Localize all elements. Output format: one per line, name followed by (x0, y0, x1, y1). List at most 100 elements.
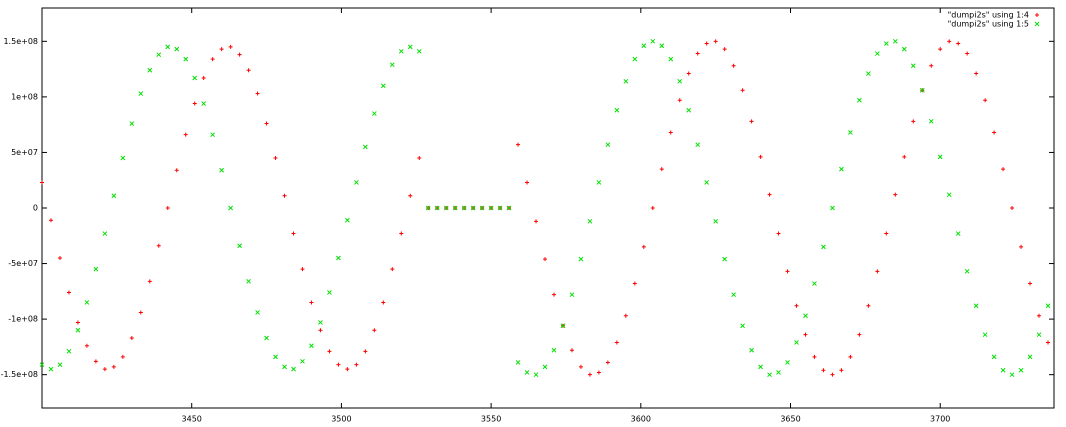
point (605, 142, 611, 148)
point (543, 257, 548, 262)
point (883, 41, 889, 46)
x-tick-label: 3600 (631, 415, 651, 424)
point (237, 52, 242, 57)
point (524, 370, 530, 375)
point (174, 168, 179, 173)
point (120, 155, 126, 161)
point (560, 323, 566, 329)
point (704, 180, 710, 185)
point (291, 366, 296, 372)
point (874, 51, 880, 56)
point (812, 281, 817, 286)
point (839, 368, 844, 373)
point (982, 332, 988, 338)
point (623, 78, 629, 84)
point (973, 303, 979, 309)
point (641, 43, 647, 49)
point (363, 349, 368, 354)
point (1045, 303, 1051, 309)
point (965, 51, 970, 56)
point (201, 76, 206, 80)
point (848, 354, 853, 359)
point (677, 98, 682, 103)
plot-border (41, 7, 1055, 409)
point (461, 205, 467, 211)
point (731, 63, 736, 68)
point (767, 372, 772, 378)
point (596, 370, 601, 375)
point (650, 206, 655, 210)
point (938, 47, 943, 52)
point (174, 46, 180, 52)
point (40, 180, 44, 185)
point (138, 310, 143, 315)
point (228, 44, 233, 49)
point (246, 278, 251, 284)
point (479, 205, 485, 211)
point (848, 130, 853, 135)
point (39, 362, 45, 368)
point (273, 156, 278, 160)
point (937, 154, 943, 160)
x-tick-label: 3450 (182, 415, 202, 424)
point (48, 366, 54, 372)
point (650, 38, 656, 44)
point (183, 56, 189, 62)
point (363, 144, 368, 150)
point (1027, 354, 1033, 360)
point (389, 62, 395, 68)
point (1019, 244, 1024, 249)
point (776, 231, 781, 236)
point (641, 244, 646, 249)
point (228, 205, 233, 211)
point (345, 367, 350, 372)
point (300, 267, 305, 272)
point (857, 332, 862, 337)
point (390, 267, 395, 272)
point (1000, 367, 1006, 373)
point (147, 67, 153, 73)
point (102, 367, 107, 372)
point (686, 71, 691, 76)
point (237, 243, 242, 249)
point (740, 88, 745, 93)
y-tick-label: 1e+08 (11, 92, 38, 101)
point (919, 87, 925, 93)
point (381, 300, 386, 305)
point (84, 300, 90, 305)
point (803, 313, 808, 319)
point (542, 364, 548, 370)
point (327, 290, 332, 295)
point (704, 41, 709, 46)
point (165, 206, 170, 210)
point (534, 219, 539, 224)
point (956, 41, 961, 46)
point (964, 268, 970, 274)
point (282, 364, 287, 370)
point (210, 132, 216, 138)
point (506, 205, 512, 211)
point (623, 313, 628, 318)
point (93, 266, 99, 272)
point (219, 47, 224, 52)
point (749, 119, 754, 124)
point (695, 51, 700, 56)
point (992, 130, 997, 135)
point (1018, 367, 1024, 373)
point (192, 75, 198, 81)
point (425, 205, 431, 211)
point (974, 71, 979, 76)
point (192, 101, 197, 106)
point (632, 281, 637, 286)
point (345, 217, 350, 223)
point (488, 205, 494, 211)
point (309, 343, 314, 349)
x-tick-label: 3500 (331, 415, 351, 424)
point (282, 193, 287, 198)
point (434, 205, 440, 211)
point (318, 320, 323, 325)
point (416, 48, 422, 54)
point (129, 336, 134, 340)
point (632, 56, 638, 62)
point (569, 348, 574, 353)
